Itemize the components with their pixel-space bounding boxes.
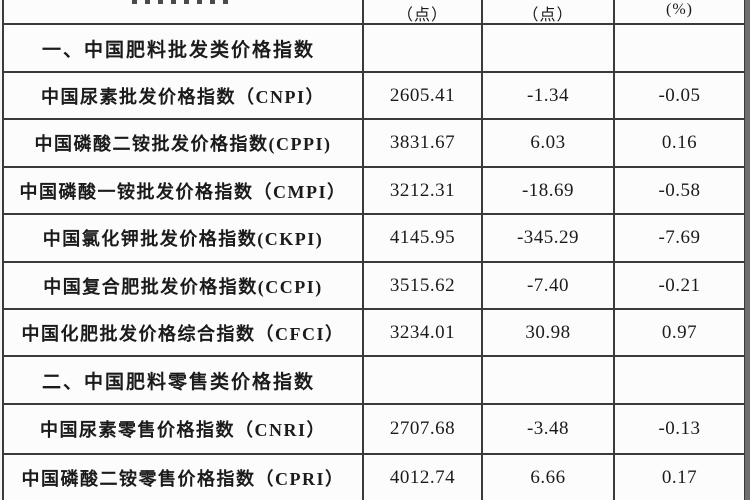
row-cmpi-name: 中国磷酸一铵批发价格指数（CMPI） [4,168,364,215]
row-cpri-index-value: 4012.74 [364,455,483,500]
row-cmpi-change-points: -18.69 [483,168,615,215]
row-cpri-name: 中国磷酸二铵零售价格指数（CPRI） [4,455,364,500]
header-percent-col: (%) [615,0,746,25]
empty-cell [615,25,746,73]
row-ckpi-change-percent: -7.69 [615,215,746,263]
header-points-col-1: （点） [364,0,483,25]
row-ckpi-change-points: -345.29 [483,215,615,263]
row-cpri-change-percent: 0.17 [615,455,746,500]
row-cfci-index-value: 3234.01 [364,310,483,357]
row-ccpi-change-percent: -0.21 [615,263,746,310]
row-cppi-name: 中国磷酸二铵批发价格指数(CPPI) [4,120,364,168]
empty-cell [483,357,615,405]
row-cfci-name: 中国化肥批发价格综合指数（CFCI） [4,310,364,357]
row-cppi-change-percent: 0.16 [615,120,746,168]
cropped-text-fragment [132,0,236,4]
row-cpri-change-points: 6.66 [483,455,615,500]
row-cfci-change-points: 30.98 [483,310,615,357]
empty-cell [483,25,615,73]
row-cmpi-index-value: 3212.31 [364,168,483,215]
row-ccpi-change-points: -7.40 [483,263,615,310]
row-cnri-index-value: 2707.68 [364,405,483,455]
empty-cell [364,25,483,73]
row-cfci-change-percent: 0.97 [615,310,746,357]
row-cnpi-index-value: 2605.41 [364,73,483,120]
empty-cell [364,357,483,405]
row-section-wholesale-title: 一、中国肥料批发类价格指数 [4,25,364,73]
row-cppi-index-value: 3831.67 [364,120,483,168]
row-ckpi-index-value: 4145.95 [364,215,483,263]
row-ccpi-index-value: 3515.62 [364,263,483,310]
row-cnpi-change-points: -1.34 [483,73,615,120]
row-cnri-change-percent: -0.13 [615,405,746,455]
empty-cell [615,357,746,405]
row-cnri-name: 中国尿素零售价格指数（CNRI） [4,405,364,455]
row-cppi-change-points: 6.03 [483,120,615,168]
table-right-border [745,0,750,500]
row-ckpi-name: 中国氯化钾批发价格指数(CKPI) [4,215,364,263]
row-cnpi-change-percent: -0.05 [615,73,746,120]
header-index-name-cell [4,0,364,25]
row-cnpi-name: 中国尿素批发价格指数（CNPI） [4,73,364,120]
row-cmpi-change-percent: -0.58 [615,168,746,215]
row-ccpi-name: 中国复合肥批发价格指数(CCPI) [4,263,364,310]
row-section-retail-title: 二、中国肥料零售类价格指数 [4,357,364,405]
row-cnri-change-points: -3.48 [483,405,615,455]
header-points-col-2: （点） [483,0,615,25]
